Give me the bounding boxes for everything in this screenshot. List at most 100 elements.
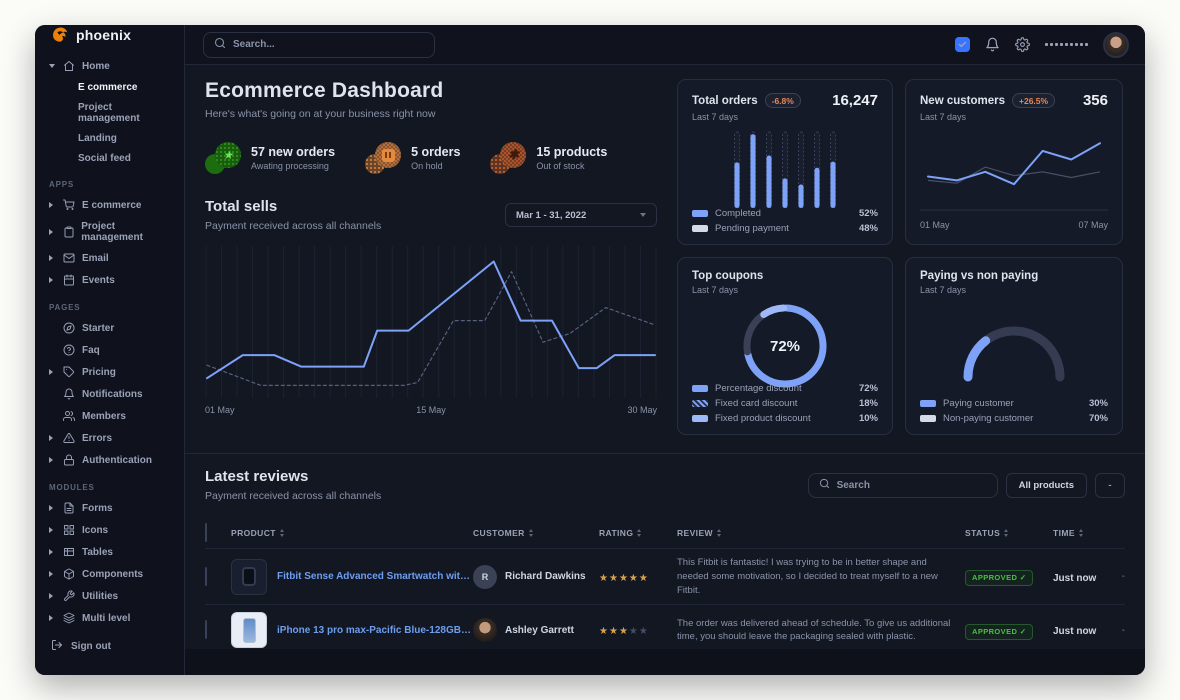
column-header-status[interactable]: STATUS [965,528,1053,538]
apps-grid-icon[interactable] [1045,43,1088,46]
sidebar-item-label: E commerce [82,199,142,211]
total-sells-subtitle: Payment received across all channels [205,220,382,232]
sidebar-item-label: Utilities [82,590,119,602]
sidebar-item-events[interactable]: Events [35,269,184,291]
sidebar-item-members[interactable]: Members [35,405,184,427]
phoenix-logo-icon [53,27,68,42]
sidebar-item-starter[interactable]: Starter [35,317,184,339]
app-window: phoenix Home E commerce Project management… [35,25,1145,675]
settings-gear-icon[interactable] [1015,37,1030,52]
legend-label: Percentage discount [715,383,802,394]
reviews-search-input[interactable] [836,479,987,491]
sidebar-item-project-management[interactable]: Project management [35,216,184,247]
column-header-time[interactable]: TIME [1053,528,1111,538]
product-link[interactable]: Fitbit Sense Advanced Smartwatch with To… [277,571,473,583]
column-header-rating[interactable]: RATING [599,528,677,538]
notifications-icon [63,388,76,401]
sidebar-item-pricing[interactable]: Pricing [35,361,184,383]
sidebar-item-label: Home [82,60,110,72]
members-icon [63,410,76,423]
sidebar-item-utilities[interactable]: Utilities [35,585,184,607]
sidebar-item-components[interactable]: Components [35,563,184,585]
sidebar-item-label: Authentication [82,454,152,466]
card-title: Top coupons [692,270,764,282]
legend-swatch [920,400,936,407]
sidebar-item-e-commerce[interactable]: E commerce [35,194,184,216]
sidebar-item-tables[interactable]: Tables [35,541,184,563]
stat-label: Awating processing [251,161,329,171]
events-icon [63,274,76,287]
sidebar: phoenix Home E commerce Project management… [35,25,185,675]
user-avatar[interactable] [1103,31,1129,58]
theme-toggle-checkbox-icon[interactable] [955,37,970,52]
product-link[interactable]: iPhone 13 pro max-Pacific Blue-128GB sto… [277,624,473,636]
caret-right-icon [49,457,57,463]
sidebar-item-authentication[interactable]: Authentication [35,449,184,471]
global-search[interactable] [203,31,435,58]
column-header-product[interactable]: PRODUCT [231,528,284,538]
authentication-icon [63,454,76,467]
sidebar-item-project-management[interactable]: Project management [78,101,140,124]
sidebar-item-faq[interactable]: Faq [35,339,184,361]
legend-row-non-paying-customer: Non-paying customer 70% [920,413,1108,424]
global-search-input[interactable] [233,39,424,50]
brand-logo[interactable]: phoenix [35,25,184,45]
caret-right-icon [49,549,57,555]
sidebar-item-label: Icons [82,524,109,536]
sidebar-item-email[interactable]: Email [35,247,184,269]
sidebar-item-e-commerce[interactable]: E commerce [78,81,138,93]
sidebar-item-icons[interactable]: Icons [35,519,184,541]
brand-name: phoenix [76,27,132,43]
legend-value: 10% [858,413,878,424]
sign-out-label: Sign out [71,641,111,652]
column-header-customer[interactable]: CUSTOMER [473,528,533,538]
legend-row-paying-customer: Paying customer 30% [920,398,1108,409]
multi-level-icon [63,612,76,625]
column-header-review[interactable]: REVIEW [677,528,951,538]
legend-label: Non-paying customer [943,413,1034,424]
x-label: 07 May [1078,220,1108,230]
starter-icon [63,322,76,335]
table-header-row: PRODUCT CUSTOMER RATING REVIEW STATUS TIME [205,518,1125,549]
select-all-checkbox[interactable] [205,523,207,542]
row-checkbox[interactable] [205,620,207,640]
sidebar-item-label: Forms [82,502,113,514]
card-new-customers: New customers +26.5% 356 Last 7 days 01 … [905,79,1123,245]
sidebar-item-forms[interactable]: Forms [35,497,184,519]
total-sells-chart: 01 May 15 May 30 May [205,244,657,415]
trend-badge: +26.5% [1012,93,1056,108]
card-period: Last 7 days [692,112,739,122]
row-checkbox[interactable] [205,566,207,586]
sidebar-item-label: Tables [82,546,113,558]
status-badge: APPROVED ✓ [965,569,1034,586]
sidebar-item-label: Email [82,252,109,264]
all-products-button[interactable]: All products [1005,472,1087,498]
sidebar-item-label: Multi level [82,612,131,624]
total-sells-title: Total sells [205,198,278,215]
row-menu-dash[interactable]: ‐ [1121,624,1125,636]
legend-value: 30% [1088,398,1108,409]
sidebar-item-home[interactable]: Home [35,55,184,77]
stat-label: Out of stock [536,161,585,171]
card-title: New customers [920,94,1006,107]
sort-icon [637,529,642,537]
sidebar-item-landing[interactable]: Landing [78,132,117,144]
review-text: The order was delivered ahead of schedul… [677,617,951,643]
collapse-button[interactable]: - [1095,472,1125,498]
sidebar-item-sign-out[interactable]: Sign out [35,629,184,675]
caret-right-icon [49,505,57,511]
reviews-search[interactable] [807,472,998,498]
date-range-select[interactable]: Mar 1 - 31, 2022 [505,203,657,227]
notifications-bell-icon[interactable] [985,37,1000,52]
legend-value: 72% [858,383,878,394]
sidebar-item-notifications[interactable]: Notifications [35,383,184,405]
page-title: Ecommerce Dashboard [205,79,444,102]
legend-value: 48% [858,223,878,234]
row-menu-dash[interactable]: ‐ [1121,571,1125,583]
chevron-down-icon [640,213,646,217]
sidebar-item-errors[interactable]: Errors [35,427,184,449]
stat-out-of-stock: ✱ 15 products Out of stock [490,142,607,174]
sidebar-item-social-feed[interactable]: Social feed [78,152,131,164]
sidebar-item-multi-level[interactable]: Multi level [35,607,184,629]
email-icon [63,252,76,265]
